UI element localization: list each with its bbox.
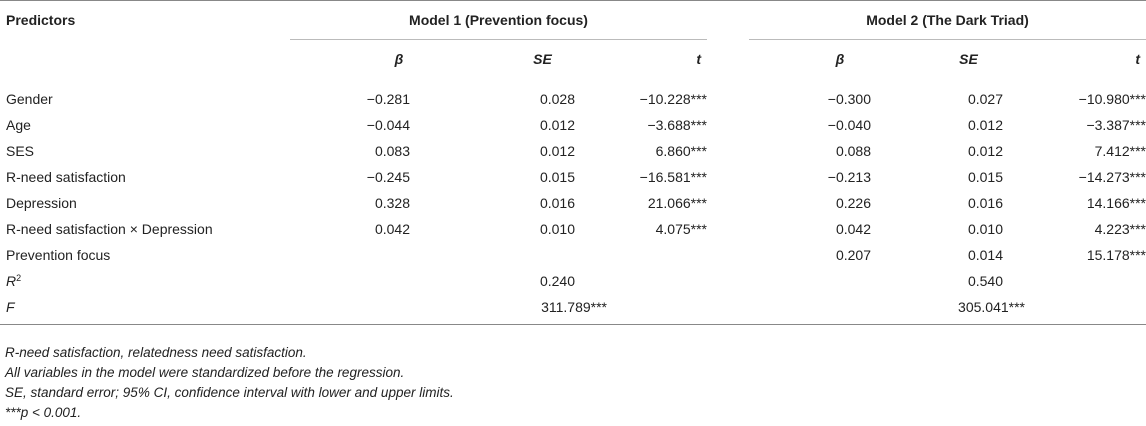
note-line: All variables in the model were standard… [5,365,405,380]
table-notes: R-need satisfaction, relatedness need sa… [5,343,454,423]
m2-beta-cell: 0.226 [835,195,871,211]
note-line: R-need satisfaction, relatedness need sa… [5,345,307,360]
m1-f-value: 311.789*** [410,294,607,325]
m1-t-cell [585,242,707,268]
table-row: R-need satisfaction × Depression 0.042 0… [0,216,1146,242]
m1-beta-cell: 0.042 [374,221,410,237]
m2-r-squared: 0.540 [967,273,1003,289]
m1-beta-cell: −0.044 [366,117,410,133]
m1-se-cell [410,242,585,268]
predictors-header: Predictors [6,12,76,29]
row-label: Age [6,117,31,133]
row-label: R-need satisfaction [6,169,126,185]
m2-t-cell: −10.980*** [1078,91,1146,107]
row-label: SES [6,143,35,159]
m1-t-cell: −10.228*** [639,91,707,107]
r-squared-label: R2 [6,273,22,289]
m1-t-header: t [696,51,701,67]
table-row: Prevention focus 0.207 0.014 15.178*** [0,242,1146,268]
m2-se-cell: 0.016 [967,195,1003,211]
m2-se-cell: 0.014 [967,247,1003,263]
m1-t-cell: 6.860*** [655,143,707,159]
m2-se-cell: 0.015 [967,169,1003,185]
m1-t-cell: 4.075*** [655,221,707,237]
m2-beta-cell: 0.088 [835,143,871,159]
regression-table: Predictors Model 1 (Prevention focus) Mo… [0,0,1146,325]
m1-beta-cell: 0.083 [374,143,410,159]
m2-beta-cell: −0.040 [827,117,871,133]
table-row: Depression 0.328 0.016 21.066*** 0.226 0… [0,190,1146,216]
m1-beta-cell [290,242,410,268]
m1-se-cell: 0.016 [539,195,575,211]
m2-t-cell: −3.387*** [1086,117,1146,133]
m2-beta-cell: 0.207 [835,247,871,263]
m2-se-cell: 0.012 [967,117,1003,133]
note-line: SE, standard error; 95% CI, confidence i… [5,385,454,400]
m2-t-header: t [1135,51,1140,67]
row-label: R-need satisfaction × Depression [6,221,213,237]
m2-t-cell: 4.223*** [1094,221,1146,237]
m2-beta-cell: −0.300 [827,91,871,107]
m1-beta-cell: 0.328 [374,195,410,211]
m1-se-cell: 0.012 [539,143,575,159]
m2-beta-cell: 0.042 [835,221,871,237]
m1-beta-cell: −0.245 [366,169,410,185]
m2-beta-header: β [835,51,845,67]
table-row: R-need satisfaction −0.245 0.015 −16.581… [0,164,1146,190]
r-squared-row: R2 0.240 0.540 [0,268,1146,294]
m1-beta-header: β [394,51,404,67]
m1-beta-cell: −0.281 [366,91,410,107]
f-row: F 311.789*** 305.041*** [0,294,1146,325]
row-label: Gender [6,91,53,107]
m1-se-cell: 0.015 [539,169,575,185]
m2-se-cell: 0.012 [967,143,1003,159]
m1-se-header: SE [533,51,552,67]
model1-header: Model 1 (Prevention focus) [290,1,707,40]
m1-se-cell: 0.028 [539,91,575,107]
m2-t-cell: 14.166*** [1086,195,1146,211]
m2-t-cell: 7.412*** [1094,143,1146,159]
m1-t-cell: −16.581*** [639,169,707,185]
m2-t-cell: −14.273*** [1078,169,1146,185]
m1-se-cell: 0.012 [539,117,575,133]
table-row: Age −0.044 0.012 −3.688*** −0.040 0.012 … [0,112,1146,138]
m1-t-cell: −3.688*** [647,117,707,133]
top-rule [0,0,1146,1]
f-label: F [0,294,290,325]
m1-t-cell: 21.066*** [647,195,707,211]
m2-t-cell: 15.178*** [1086,247,1146,263]
note-line: ***p < 0.001. [5,405,82,420]
m1-r-squared: 0.240 [539,273,575,289]
table-row: SES 0.083 0.012 6.860*** 0.088 0.012 7.4… [0,138,1146,164]
m1-se-cell: 0.010 [539,221,575,237]
m2-se-cell: 0.010 [967,221,1003,237]
model2-header: Model 2 (The Dark Triad) [749,1,1146,40]
m2-se-header: SE [959,51,978,67]
table-row: Gender −0.281 0.028 −10.228*** −0.300 0.… [0,78,1146,112]
row-label: Prevention focus [6,247,111,263]
m2-se-cell: 0.027 [967,91,1003,107]
m2-f-value: 305.041*** [871,294,1025,325]
m2-beta-cell: −0.213 [827,169,871,185]
row-label: Depression [6,195,77,211]
